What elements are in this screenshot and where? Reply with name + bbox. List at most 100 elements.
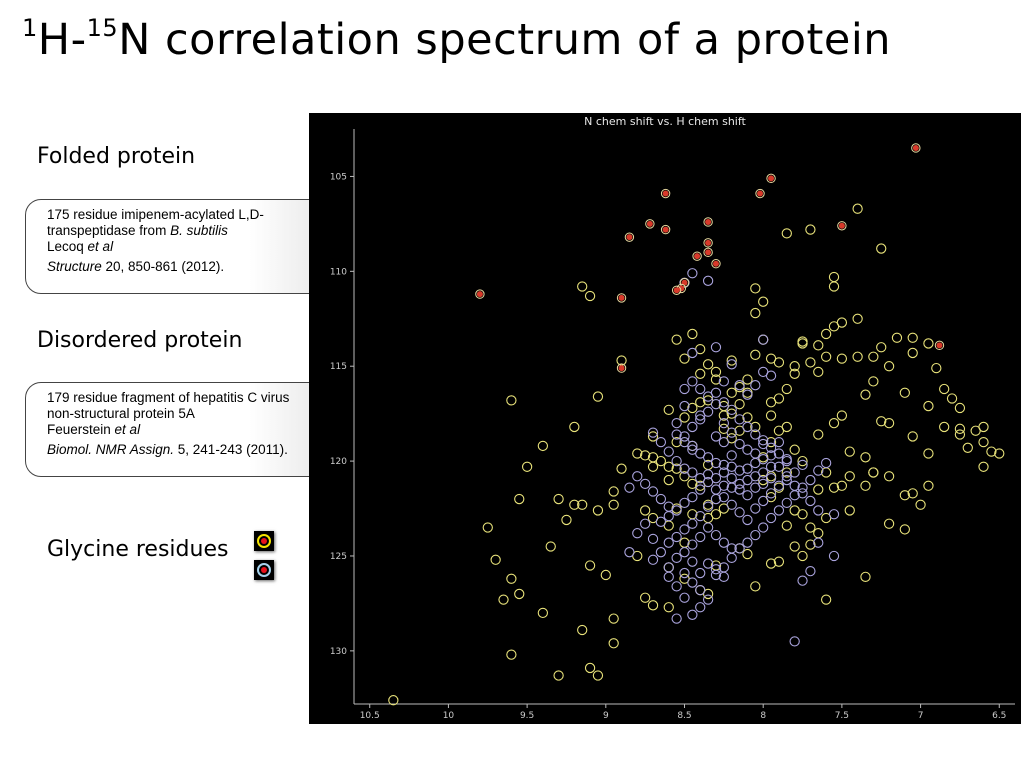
x-tick-label: 9 [603, 711, 609, 721]
folded-peak [907, 347, 918, 359]
disordered-peak [687, 556, 698, 567]
folded-line-3a: Lecoq [47, 239, 88, 254]
disordered-peak [726, 499, 737, 510]
folded-peak [584, 290, 596, 302]
folded-peak [852, 203, 863, 214]
folded-peak [813, 366, 824, 378]
glycine-peak [646, 220, 653, 227]
x-tick-label: 9.5 [520, 711, 534, 721]
glycine-peak [936, 342, 943, 349]
folded-peak [758, 296, 769, 307]
folded-peak [907, 332, 918, 343]
nmr-spectrum-chart: N chem shift vs. H chem shift 1051101151… [309, 113, 1021, 724]
folded-peak [584, 662, 596, 674]
disordered-peak [640, 518, 651, 529]
disordered-peak [671, 455, 682, 467]
folded-peak [805, 539, 816, 550]
title-sup-15: 15 [86, 14, 119, 42]
disordered-peak [679, 436, 690, 448]
disordered-peak [781, 454, 792, 465]
disordered-peak [655, 436, 667, 448]
folded-peak [608, 486, 619, 497]
disordered-peak [695, 510, 706, 522]
disordered-peak [671, 531, 682, 543]
folded-peak [632, 448, 643, 459]
folded-peak [482, 522, 493, 533]
folded-peak [388, 695, 399, 706]
disordered-peak [679, 383, 690, 395]
folded-peak [640, 592, 651, 603]
page-title: 1H-15N correlation spectrum of a protein [22, 14, 891, 65]
glycine-peak-ring [766, 173, 776, 184]
folded-peak [828, 417, 840, 429]
disordered-peak [742, 463, 753, 474]
disordered-peak [702, 406, 714, 417]
disordered-peak [805, 474, 816, 486]
folded-peak [687, 478, 698, 490]
folded-peak [553, 670, 564, 681]
disordered-peak [773, 505, 785, 516]
folded-peak [647, 600, 659, 611]
folded-peak [710, 366, 722, 378]
disordered-peak [695, 531, 706, 543]
folded-peak [640, 505, 651, 516]
disordered-peak [718, 537, 729, 548]
folded-peak [663, 461, 674, 472]
folded-peak [545, 541, 556, 552]
folded-peak [954, 423, 966, 434]
disordered-peak [702, 522, 714, 533]
glycine-peak-ring [660, 224, 671, 235]
disordered-peak [750, 529, 761, 541]
disordered-line-3a: Feuerstein [47, 422, 115, 437]
disordered-peak [687, 492, 698, 503]
title-part-1: H- [37, 15, 87, 65]
folded-peak [726, 387, 737, 398]
glycine-peak-ring [660, 188, 671, 199]
disordered-peak [758, 522, 769, 533]
folded-peak [789, 368, 800, 379]
disordered-peak [718, 417, 729, 429]
y-tick-label: 120 [330, 457, 347, 467]
x-tick-label: 10 [443, 711, 455, 721]
disordered-peak [702, 275, 714, 286]
glycine-peak-ring [703, 247, 713, 258]
folded-line-2a: transpeptidase from [47, 223, 171, 238]
glycine-marker-blue [254, 560, 274, 580]
chart-axes: 105 110 115 120 125 130 10.5 10 9.5 9 8.5 8 7.5 7 6.5 [330, 129, 1015, 721]
title-part-2: N correlation spectrum of a protein [118, 15, 892, 65]
folded-peak [868, 351, 879, 362]
disordered-peak [742, 514, 753, 526]
disordered-peak [726, 427, 737, 438]
disordered-peak [702, 558, 714, 569]
folded-peak [868, 376, 879, 387]
disordered-peak [734, 380, 745, 391]
folded-peak [592, 391, 604, 402]
folded-peak [695, 368, 706, 379]
disordered-peak [734, 543, 745, 554]
y-tick-label: 105 [330, 172, 347, 182]
folded-peak [561, 514, 572, 526]
folded-peak [939, 421, 950, 433]
disordered-peak [632, 471, 643, 482]
disordered-peak [773, 436, 785, 448]
disordered-peak [671, 613, 682, 624]
disordered-line-3: Feuerstein et al [47, 422, 432, 438]
folded-peak [805, 224, 816, 235]
disordered-peak [647, 486, 659, 497]
disordered-line-4b: 5, 241-243 (2011). [174, 442, 288, 457]
folded-peak [852, 313, 863, 324]
disordered-peak [718, 571, 729, 583]
disordered-peak [710, 431, 722, 442]
folded-peak [616, 463, 627, 474]
glycine-peak-ring [624, 232, 635, 242]
x-tick-label: 6.5 [992, 711, 1006, 721]
disordered-peak [797, 482, 808, 493]
glycine-peak [768, 175, 775, 182]
folded-peak [828, 321, 840, 332]
disordered-peak [789, 490, 800, 501]
folded-peak [836, 480, 848, 491]
folded-line-4b: 20, 850-861 (2012). [101, 259, 225, 274]
disordered-peak [647, 554, 659, 565]
folded-peak [789, 361, 800, 372]
disordered-peak [820, 457, 832, 469]
